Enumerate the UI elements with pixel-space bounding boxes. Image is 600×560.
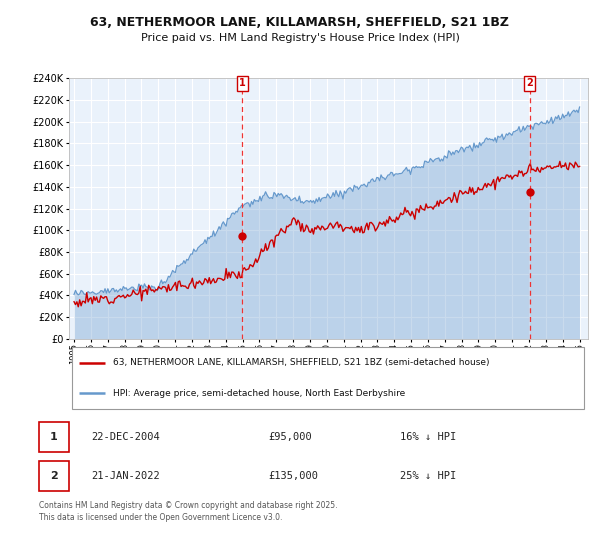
Text: 22-DEC-2004: 22-DEC-2004 [91,432,160,442]
Text: 1: 1 [239,78,245,88]
FancyBboxPatch shape [39,461,69,491]
Text: 63, NETHERMOOR LANE, KILLAMARSH, SHEFFIELD, S21 1BZ: 63, NETHERMOOR LANE, KILLAMARSH, SHEFFIE… [91,16,509,29]
Text: 2: 2 [50,471,58,481]
Text: 25% ↓ HPI: 25% ↓ HPI [400,471,457,481]
Text: 1: 1 [50,432,58,442]
Text: £135,000: £135,000 [268,471,318,481]
Text: HPI: Average price, semi-detached house, North East Derbyshire: HPI: Average price, semi-detached house,… [113,389,406,398]
Text: 2: 2 [526,78,533,88]
Text: 63, NETHERMOOR LANE, KILLAMARSH, SHEFFIELD, S21 1BZ (semi-detached house): 63, NETHERMOOR LANE, KILLAMARSH, SHEFFIE… [113,358,490,367]
Text: Contains HM Land Registry data © Crown copyright and database right 2025.
This d: Contains HM Land Registry data © Crown c… [39,501,337,522]
Text: £95,000: £95,000 [268,432,311,442]
FancyBboxPatch shape [71,347,584,409]
Text: Price paid vs. HM Land Registry's House Price Index (HPI): Price paid vs. HM Land Registry's House … [140,33,460,43]
Text: 21-JAN-2022: 21-JAN-2022 [91,471,160,481]
Text: 16% ↓ HPI: 16% ↓ HPI [400,432,457,442]
FancyBboxPatch shape [39,422,69,452]
